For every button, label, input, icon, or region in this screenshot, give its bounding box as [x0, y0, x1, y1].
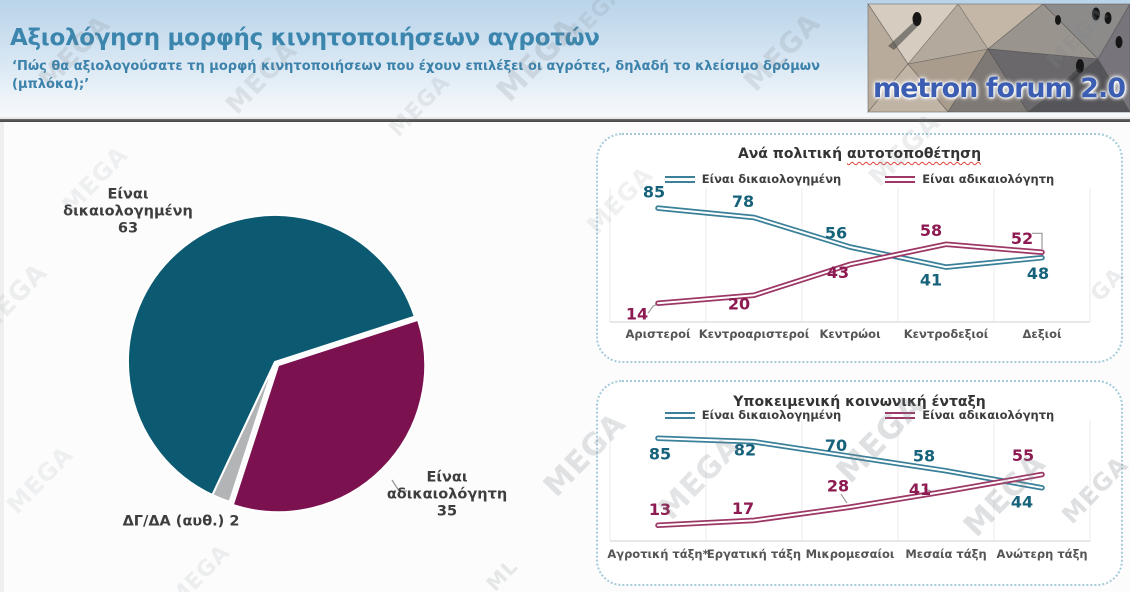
legend-item: Είναι αδικαιολόγητη	[885, 172, 1054, 186]
data-label: 41	[909, 480, 931, 499]
line-chart-panel-political: Ανά πολιτική αυτοτοποθέτηση Είναι δικαιο…	[596, 133, 1123, 363]
line-chart-panel-social: Υποκειμενική κοινωνική ένταξη Είναι δικα…	[596, 380, 1123, 586]
category-label: Αριστεροί	[626, 327, 691, 341]
header-divider-light	[0, 117, 1130, 119]
legend-item: Είναι αδικαιολόγητη	[885, 408, 1054, 422]
data-label: 56	[825, 224, 847, 243]
logo-wordmark: metron forum 2.0	[872, 73, 1126, 104]
data-label-leader	[840, 493, 848, 504]
category-label: Ανώτερη τάξη	[996, 547, 1087, 561]
pie-slice	[127, 214, 416, 496]
data-label: 20	[728, 295, 750, 314]
series-line-core	[657, 243, 1043, 305]
legend-label: Είναι αδικαιολόγητη	[922, 408, 1055, 422]
pie-label-line: δικαιολογημένη	[63, 203, 193, 220]
category-label: Μεσαία τάξη	[905, 547, 986, 561]
chart-legend: Είναι δικαιολογημένη Είναι αδικαιολόγητη	[598, 172, 1121, 186]
pie-slice	[211, 361, 276, 503]
data-label: 48	[1027, 264, 1049, 283]
chart-title-text: Υποκειμενική κοινωνική ένταξη	[733, 394, 986, 410]
chart-title-social: Υποκειμενική κοινωνική ένταξη	[598, 394, 1121, 410]
legend-label: Είναι δικαιολογημένη	[701, 172, 842, 186]
series-line	[655, 471, 1045, 529]
data-label-leader	[1032, 232, 1043, 250]
series-line	[655, 435, 1045, 491]
category-label: Εργατική τάξη	[707, 547, 801, 561]
category-label: Κεντροαριστεροί	[699, 327, 810, 341]
pie-label-line: 35	[436, 503, 458, 520]
data-label: 13	[649, 500, 671, 519]
pie-slice	[231, 318, 427, 514]
pie-label-line: αδικαιολόγητη	[386, 486, 508, 503]
data-label: 17	[732, 499, 754, 518]
pie-label-leader	[391, 479, 407, 492]
category-label: Μικρομεσαίοι	[806, 547, 895, 561]
left-edge-strip	[0, 122, 4, 592]
series-line-core	[657, 437, 1043, 489]
legend-line-swatch	[664, 175, 695, 183]
line-plot-political: Αριστεροί Κεντροαριστεροί Κεντρώοι Κεντροδε…	[609, 183, 1091, 341]
pie-label: Είναι αδικαιολόγητη 35	[387, 469, 507, 520]
pie-label: ΔΓ/ΔΑ (αυθ.) 2	[123, 513, 240, 530]
data-label: 78	[732, 192, 754, 211]
pie-label-line: ΔΓ/ΔΑ (αυθ.) 2	[122, 513, 240, 530]
legend-label: Είναι δικαιολογημένη	[701, 408, 842, 422]
line-plot-social: Αγροτική τάξη*Εργατική τάξη Μικρομεσαίοι Μ…	[607, 420, 1091, 561]
data-label: 55	[1012, 446, 1034, 465]
header-divider	[0, 119, 1130, 122]
legend-line-swatch	[885, 175, 916, 183]
data-label: 85	[643, 183, 665, 202]
data-label: 58	[920, 221, 942, 240]
pie-label-line: Είναι	[426, 469, 468, 486]
series-line	[655, 205, 1045, 270]
data-label: 14	[626, 305, 648, 324]
data-label: 70	[825, 436, 847, 455]
data-label: 58	[913, 446, 935, 465]
chart-title-political: Ανά πολιτική αυτοτοποθέτηση	[598, 146, 1121, 162]
data-label-leader	[647, 303, 658, 314]
header: Αξιολόγηση μορφής κινητοποιήσεων αγροτών…	[0, 0, 1130, 118]
pie-label-line: 63	[117, 220, 139, 237]
data-label: 41	[920, 271, 942, 290]
category-label: Κεντροδεξιοί	[904, 327, 989, 341]
pie-chart-section: Είναι δικαιολογημένη 63 Είναι αδικαιολόγητη 3…	[0, 122, 565, 592]
data-label: 85	[649, 445, 671, 464]
data-label: 52	[1011, 229, 1033, 248]
legend-line-swatch	[885, 411, 916, 419]
logo-people	[888, 7, 1123, 86]
chart-legend: Είναι δικαιολογημένη Είναι αδικαιολόγητη	[598, 408, 1121, 422]
data-label: 82	[734, 440, 756, 459]
data-label: 28	[827, 477, 849, 496]
series-line-core	[657, 473, 1043, 527]
pie-label: Είναι δικαιολογημένη 63	[63, 186, 193, 237]
pie-chart	[127, 214, 427, 514]
data-label: 43	[827, 263, 849, 282]
category-label: Αγροτική τάξη*	[607, 547, 708, 561]
series-line	[655, 241, 1045, 306]
metron-forum-logo: metron forum 2.0	[868, 4, 1130, 112]
page-title: Αξιολόγηση μορφής κινητοποιήσεων αγροτών	[10, 25, 600, 51]
chart-title-text: Ανά πολιτική	[737, 146, 847, 162]
logo-photo-mosaic	[868, 4, 1130, 112]
category-label: Κεντρώοι	[819, 327, 880, 341]
category-label: Δεξιοί	[1023, 327, 1062, 341]
data-label: 44	[1011, 492, 1033, 511]
legend-label: Είναι αδικαιολόγητη	[922, 172, 1055, 186]
series-line-core	[657, 207, 1043, 269]
page-subtitle: ‘Πώς θα αξιολογούσατε τη μορφή κινητοποι…	[12, 59, 820, 92]
legend-item: Είναι δικαιολογημένη	[664, 172, 842, 186]
legend-line-swatch	[664, 411, 695, 419]
chart-title-text: αυτοτοποθέτηση	[846, 146, 982, 162]
legend-item: Είναι δικαιολογημένη	[664, 408, 842, 422]
pie-label-line: Είναι	[107, 186, 149, 203]
